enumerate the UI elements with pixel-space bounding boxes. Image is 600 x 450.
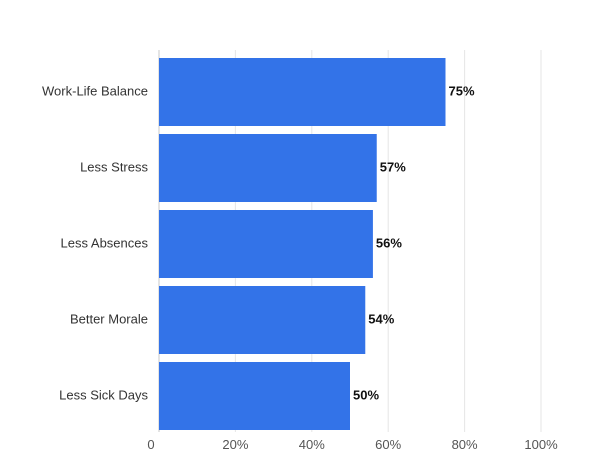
category-label: Less Absences — [61, 235, 149, 250]
value-label: 57% — [380, 159, 406, 174]
value-labels: 75% 57% 56% 54% 50% — [353, 83, 475, 402]
bar — [159, 362, 350, 430]
x-axis-ticks: 0 20% 40% 60% 80% 100% — [147, 437, 558, 450]
value-label: 50% — [353, 387, 379, 402]
category-label: Work-Life Balance — [42, 83, 148, 98]
bar — [159, 134, 377, 202]
value-label: 56% — [376, 235, 402, 250]
category-label: Less Stress — [80, 159, 148, 174]
x-tick-label: 100% — [524, 437, 558, 450]
category-labels: Work-Life Balance Less Stress Less Absence… — [42, 83, 148, 402]
value-label: 75% — [449, 83, 475, 98]
bar — [159, 58, 446, 126]
x-tick-label: 40% — [299, 437, 325, 450]
x-tick-label: 20% — [222, 437, 248, 450]
x-tick-label: 60% — [375, 437, 401, 450]
bar — [159, 286, 366, 354]
category-label: Better Morale — [70, 311, 148, 326]
bars — [159, 58, 446, 430]
value-label: 54% — [368, 311, 394, 326]
bar — [159, 210, 373, 278]
category-label: Less Sick Days — [59, 387, 148, 402]
x-tick-label: 80% — [452, 437, 478, 450]
x-tick-label: 0 — [147, 437, 154, 450]
